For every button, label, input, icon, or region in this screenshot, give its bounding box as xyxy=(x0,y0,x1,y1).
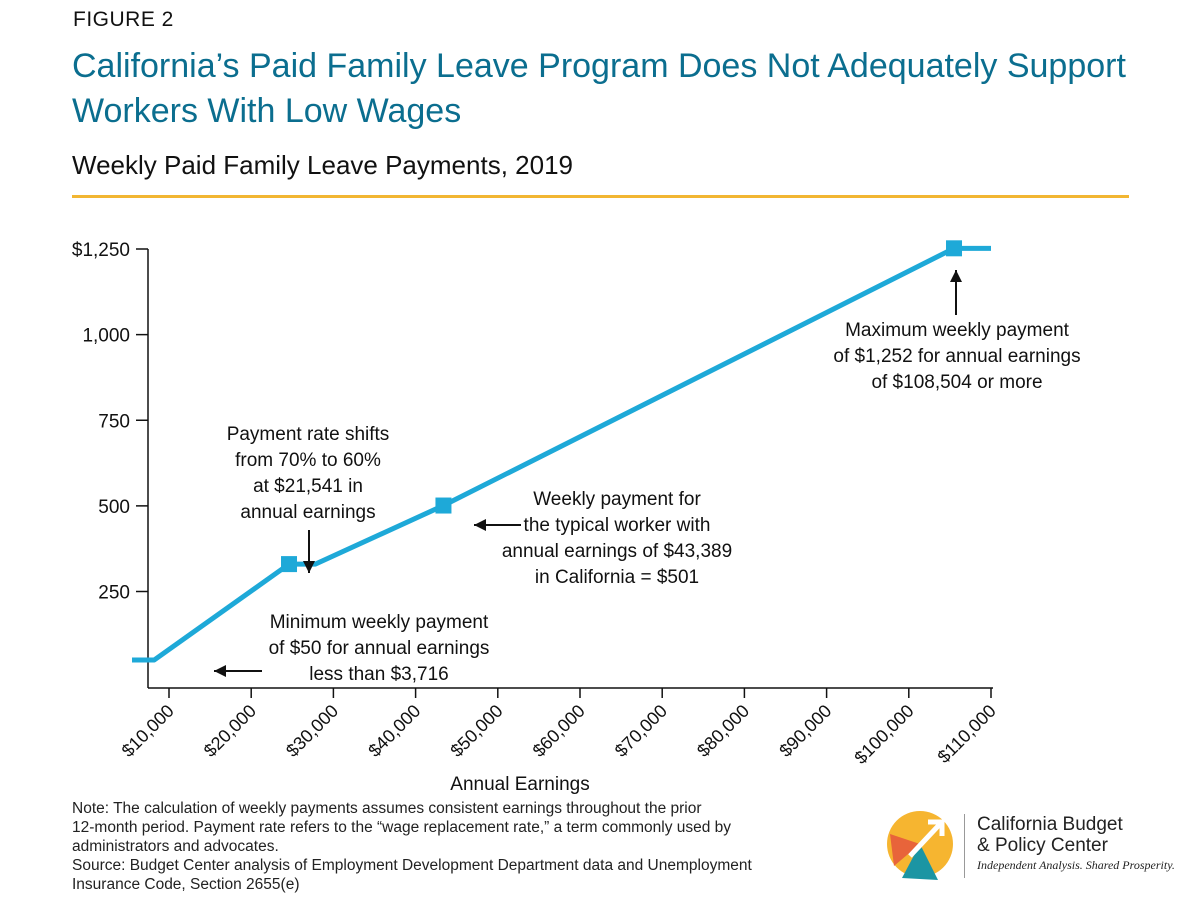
logo-name-line: California Budget xyxy=(977,814,1123,835)
annotation-arrowhead xyxy=(474,519,486,531)
x-tick-label: $40,000 xyxy=(364,701,424,761)
chart-title: California’s Paid Family Leave Program D… xyxy=(72,47,1126,130)
logo-tagline: Independent Analysis. Shared Prosperity. xyxy=(977,858,1175,872)
x-tick-label: $50,000 xyxy=(446,701,506,761)
x-tick-label: $10,000 xyxy=(118,701,178,761)
annotation-text: of $108,504 or more xyxy=(871,372,1042,393)
x-tick-label: $80,000 xyxy=(693,701,753,761)
annotation-text: less than $3,716 xyxy=(309,664,448,685)
y-tick-label: 750 xyxy=(98,411,130,432)
footnote-line: 12-month period. Payment rate refers to … xyxy=(72,819,732,836)
footnote-line: Note: The calculation of weekly payments… xyxy=(72,800,702,817)
x-tick-label: $90,000 xyxy=(775,701,835,761)
figure-label: FIGURE 2 xyxy=(73,8,174,31)
annotation-arrowhead xyxy=(214,665,226,677)
footnote: Note: The calculation of weekly payments… xyxy=(72,799,842,894)
footnote-line: Insurance Code, Section 2655(e) xyxy=(72,876,300,893)
data-point-marker xyxy=(281,556,298,573)
annotation-text: Weekly payment for xyxy=(533,489,701,510)
annotation-text: Maximum weekly payment xyxy=(845,320,1070,341)
y-tick-label: 250 xyxy=(98,583,130,604)
x-tick-label: $100,000 xyxy=(850,701,917,768)
annotation-text: annual earnings of $43,389 xyxy=(502,541,732,562)
annotation-text: annual earnings xyxy=(240,502,375,523)
annotation-text: the typical worker with xyxy=(524,515,711,536)
annotation-text: Payment rate shifts xyxy=(227,424,390,445)
annotation-text: of $1,252 for annual earnings xyxy=(833,346,1080,367)
y-tick-label: 500 xyxy=(98,497,130,518)
chart-subtitle: Weekly Paid Family Leave Payments, 2019 xyxy=(72,150,573,180)
annotation-arrowhead xyxy=(303,561,315,573)
x-axis-label: Annual Earnings xyxy=(450,774,589,795)
logo-mark-icon xyxy=(887,811,953,880)
logo-name-line: & Policy Center xyxy=(977,835,1108,856)
y-tick-label: 1,000 xyxy=(82,326,130,347)
x-tick-label: $20,000 xyxy=(200,701,260,761)
annotation-text: at $21,541 in xyxy=(253,476,363,497)
annotation-text: Minimum weekly payment xyxy=(270,612,489,633)
logo-name: California Budget & Policy Center xyxy=(977,814,1123,856)
title-divider xyxy=(72,195,1129,198)
cbpc-logo: California Budget & Policy Center Indepe… xyxy=(880,806,1180,886)
x-tick-label: $30,000 xyxy=(282,701,342,761)
x-tick-label: $60,000 xyxy=(529,701,589,761)
footnote-line: administrators and advocates. xyxy=(72,838,279,855)
data-point-marker xyxy=(435,497,452,514)
y-tick-label: $1,250 xyxy=(72,240,130,261)
footnote-line: Source: Budget Center analysis of Employ… xyxy=(72,857,752,874)
logo-divider xyxy=(964,814,965,878)
annotation-text: from 70% to 60% xyxy=(235,450,381,471)
x-tick-label: $110,000 xyxy=(934,701,1000,767)
annotation-arrowhead xyxy=(950,270,962,282)
x-tick-label: $70,000 xyxy=(611,701,671,761)
annotation-text: of $50 for annual earnings xyxy=(269,638,490,659)
annotation-text: in California = $501 xyxy=(535,567,699,588)
data-point-marker xyxy=(946,240,963,257)
